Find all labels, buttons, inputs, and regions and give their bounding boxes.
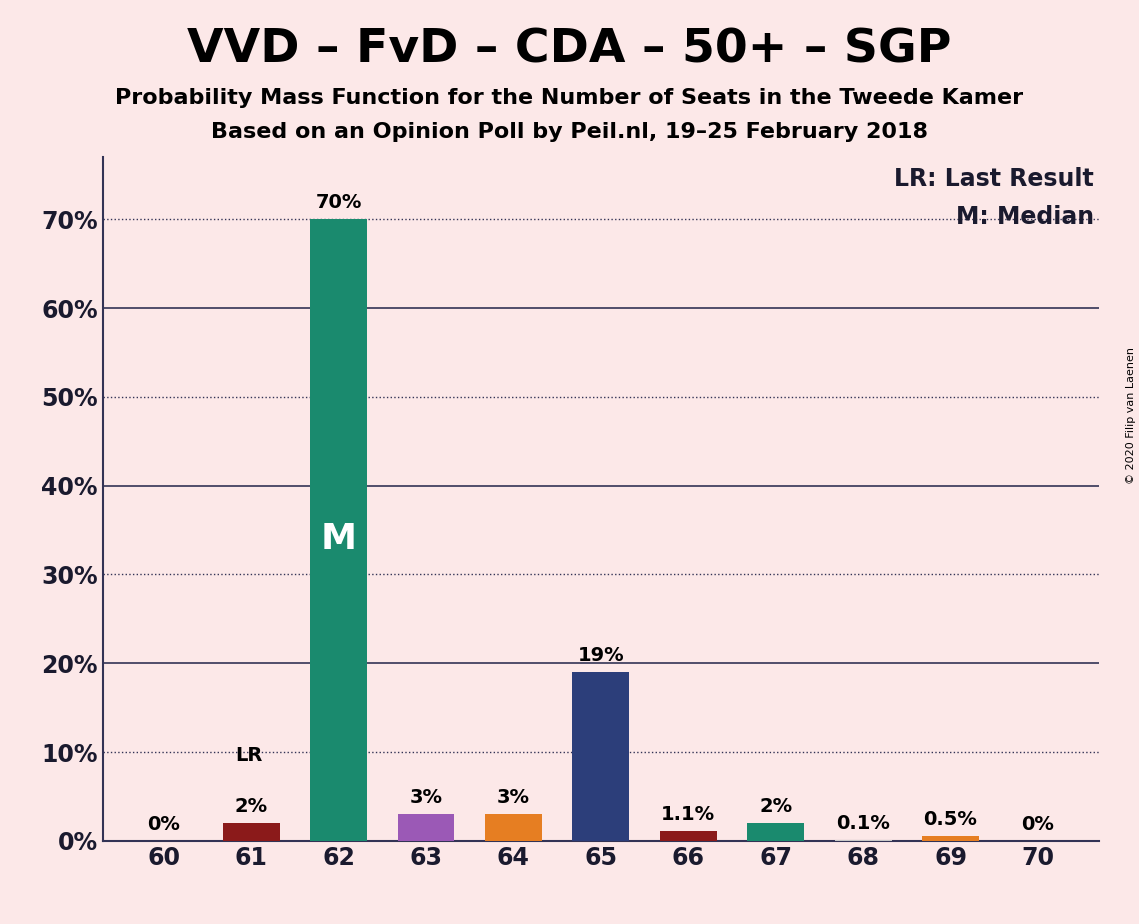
Text: 3%: 3% <box>497 788 530 807</box>
Text: Probability Mass Function for the Number of Seats in the Tweede Kamer: Probability Mass Function for the Number… <box>115 88 1024 108</box>
Text: VVD – FvD – CDA – 50+ – SGP: VVD – FvD – CDA – 50+ – SGP <box>187 28 952 73</box>
Bar <box>398 814 454 841</box>
Text: 19%: 19% <box>577 646 624 665</box>
Text: LR: LR <box>236 747 263 765</box>
Text: M: Median: M: Median <box>956 205 1095 229</box>
Text: 0.1%: 0.1% <box>836 814 890 833</box>
Text: 2%: 2% <box>759 797 793 816</box>
Text: 2%: 2% <box>235 797 268 816</box>
Text: LR: Last Result: LR: Last Result <box>894 167 1095 191</box>
Text: 0%: 0% <box>147 815 180 833</box>
Bar <box>310 219 367 841</box>
Text: 70%: 70% <box>316 193 362 213</box>
Text: 3%: 3% <box>410 788 442 807</box>
Text: 0%: 0% <box>1022 815 1055 833</box>
Text: © 2020 Filip van Laenen: © 2020 Filip van Laenen <box>1126 347 1136 484</box>
Bar <box>923 836 978 841</box>
Text: M: M <box>320 522 357 556</box>
Bar <box>659 831 716 841</box>
Bar <box>223 823 279 841</box>
Bar <box>485 814 542 841</box>
Bar <box>747 823 804 841</box>
Bar <box>573 672 629 841</box>
Text: 1.1%: 1.1% <box>661 805 715 824</box>
Text: 0.5%: 0.5% <box>924 810 977 830</box>
Text: Based on an Opinion Poll by Peil.nl, 19–25 February 2018: Based on an Opinion Poll by Peil.nl, 19–… <box>211 122 928 142</box>
